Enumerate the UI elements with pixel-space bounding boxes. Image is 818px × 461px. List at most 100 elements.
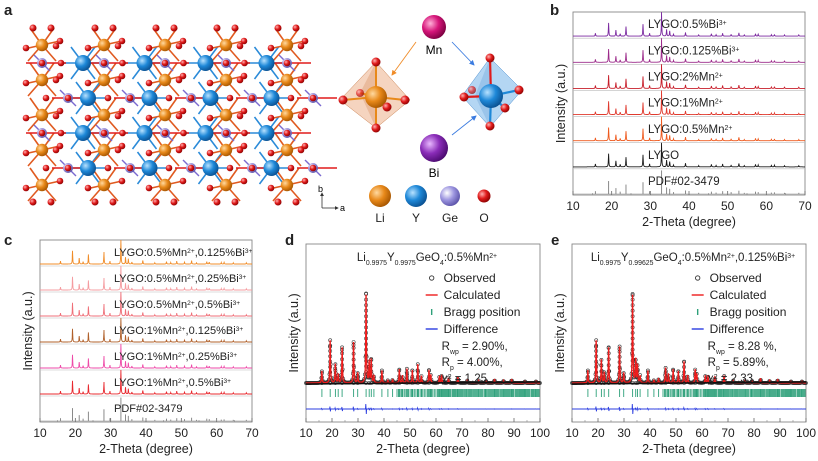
c-series-label: LYGO:0.5%Mn2+,0.25%Bi3+ <box>114 273 246 285</box>
oxygen-atom <box>145 149 153 157</box>
c-x-tick-label: 20 <box>69 426 83 440</box>
oxygen-atom <box>226 164 234 172</box>
chart-e: 10 20 30 40 50 60 70 80 90 100 2-Theta (degree) Int… <box>553 243 816 456</box>
c-xrd-pattern <box>40 369 252 395</box>
b-x-tick-label: 30 <box>644 199 658 213</box>
oxygen-atom <box>118 37 126 45</box>
li-atom <box>35 108 49 122</box>
b-x-tick-label: 60 <box>760 199 774 213</box>
oxygen-atom <box>118 107 126 115</box>
bi-atom <box>420 134 448 162</box>
oxygen-atom <box>100 59 108 67</box>
oxygen-atom <box>38 129 46 137</box>
b-series-label: LYGO:0.5%Bi3+ <box>648 19 727 31</box>
li-atom <box>35 73 49 87</box>
bi-to-y-arrow <box>451 115 477 136</box>
li-atom <box>280 38 294 52</box>
d-x-tick-label: 20 <box>325 426 339 440</box>
c-x-tick-label: 30 <box>104 426 118 440</box>
d-y-axis-label: Intensity (a.u.) <box>287 293 301 372</box>
oxygen-atom <box>114 112 122 120</box>
li-atom <box>158 73 172 87</box>
oxygen-atom <box>145 114 153 122</box>
oxygen-atom <box>104 94 112 102</box>
oxygen-atom <box>180 59 187 67</box>
e-y-axis-label: Intensity (a.u.) <box>553 293 567 372</box>
li-atom <box>280 73 294 87</box>
b-series-1: LYGO:0.125%Bi3+ <box>573 38 805 65</box>
oxygen-atom <box>309 164 317 172</box>
oxygen-atom <box>91 198 99 206</box>
li-atom <box>219 38 233 52</box>
y-atom <box>202 160 219 176</box>
oxygen-atom <box>222 59 230 67</box>
oxygen-atom <box>240 37 248 45</box>
y-atom <box>75 125 91 141</box>
oxygen-atom <box>64 164 72 172</box>
oxygen-atom <box>287 164 295 172</box>
li-atom <box>97 143 111 157</box>
y-atom <box>136 125 153 141</box>
e-x-axis-label: 2-Theta (degree) <box>642 442 736 456</box>
oxygen-atom <box>267 184 275 192</box>
oxygen-atom <box>283 59 291 67</box>
oxygen-atom <box>161 129 169 137</box>
e-x-tick-label: 20 <box>591 426 605 440</box>
c-x-tick-label: 50 <box>175 426 189 440</box>
oxygen-atom <box>47 198 55 206</box>
oxygen-atom <box>84 114 92 122</box>
oxygen-atom <box>42 164 50 172</box>
b-series-label: PDF#02-3479 <box>648 176 720 188</box>
oxygen-atom <box>231 24 239 32</box>
oxygen-atom <box>42 94 50 102</box>
stats-chi-squared: χ2 = 1.25 <box>442 373 487 385</box>
oxygen-atom <box>297 112 305 120</box>
observed-point <box>351 375 356 380</box>
oxygen-atom <box>292 24 300 32</box>
oxygen-atom <box>126 94 134 102</box>
b-x-axis-label: 2-Theta (degree) <box>642 215 736 229</box>
d-legend: Observed Calculated Bragg position Differen… <box>425 271 520 385</box>
d-bragg-positions <box>321 389 540 397</box>
observed-point <box>617 375 622 380</box>
legend-calculated-label: Calculated <box>444 288 501 302</box>
y-atom <box>263 160 280 176</box>
e-x-tick-label: 10 <box>565 426 579 440</box>
b-series-label: LYGO:0.125%Bi3+ <box>648 45 739 57</box>
oxygen-atom <box>301 107 309 115</box>
legend-observed-label: Observed <box>710 271 762 285</box>
y-atom <box>141 160 158 176</box>
legend-atom-li <box>369 185 391 207</box>
oxygen-atom <box>187 94 195 102</box>
li-atom <box>365 86 387 108</box>
oxygen-atom <box>22 184 30 192</box>
li-atom <box>280 108 294 122</box>
y-atom <box>202 90 219 106</box>
panel-label-c: c <box>4 232 13 249</box>
y-atom <box>80 160 96 176</box>
legend-label-o: O <box>479 211 488 225</box>
oxygen-atom <box>248 94 256 102</box>
b-xrd-pattern <box>573 38 805 63</box>
d-chart-title: Li0.9975Y0.9975GeO4:0.5%Mn2+ <box>357 252 497 267</box>
b-xrd-pattern <box>573 116 805 142</box>
y-atom <box>258 125 275 141</box>
b-series-6: PDF#02-3479 <box>573 170 805 195</box>
c-series-label: LYGO:1%Mn2+,0.125%Bi3+ <box>114 325 243 337</box>
legend-difference-label: Difference <box>710 322 765 336</box>
oxygen-atom <box>114 42 122 50</box>
oxygen-atom <box>206 79 214 87</box>
oxygen-atom <box>38 59 46 67</box>
y-atom <box>136 55 153 71</box>
mn-atom <box>422 15 446 39</box>
c-series-label: LYGO:1%Mn2+,0.5%Bi3+ <box>114 377 231 389</box>
oxygen-atom <box>274 24 282 32</box>
legend-label-li: Li <box>375 211 384 225</box>
oxygen-atom <box>226 94 234 102</box>
legend-observed-marker <box>429 275 435 281</box>
oxygen-atom <box>240 72 248 80</box>
oxygen-atom <box>119 59 126 67</box>
chart-d: 10 20 30 40 50 60 70 80 90 100 2-Theta (degree) Int… <box>287 243 550 456</box>
oxygen-atom <box>309 94 317 102</box>
oxygen-atom <box>267 149 275 157</box>
